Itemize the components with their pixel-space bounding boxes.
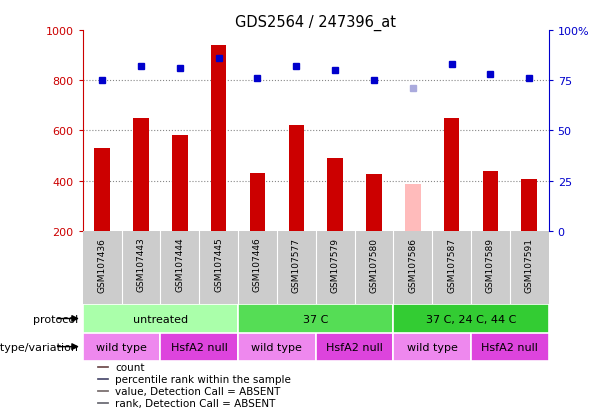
Bar	[405, 185, 421, 231]
Bar	[316, 333, 394, 361]
Text: GSM107444: GSM107444	[175, 237, 185, 292]
Bar	[289, 126, 304, 231]
Text: GSM107579: GSM107579	[330, 237, 340, 292]
Bar	[366, 175, 382, 231]
Text: HsfA2 null: HsfA2 null	[326, 342, 383, 352]
Text: GSM107436: GSM107436	[97, 237, 107, 292]
Bar	[522, 180, 537, 231]
Bar	[161, 333, 238, 361]
Text: count: count	[115, 362, 145, 372]
Text: HsfA2 null: HsfA2 null	[481, 342, 538, 352]
Bar	[444, 119, 459, 231]
Bar	[133, 119, 149, 231]
Text: GSM107580: GSM107580	[370, 237, 378, 292]
Text: GSM107443: GSM107443	[137, 237, 145, 292]
Text: genotype/variation: genotype/variation	[0, 342, 78, 352]
Bar	[83, 333, 161, 361]
Bar	[211, 46, 226, 231]
Text: GSM107587: GSM107587	[447, 237, 456, 292]
Text: untreated: untreated	[133, 314, 188, 324]
Bar	[172, 136, 188, 231]
Text: GSM107446: GSM107446	[253, 237, 262, 292]
Bar	[394, 305, 549, 333]
Bar	[97, 366, 109, 368]
Text: GSM107586: GSM107586	[408, 237, 417, 292]
Bar	[97, 378, 109, 380]
Text: GSM107591: GSM107591	[525, 237, 534, 292]
Text: GSM107589: GSM107589	[486, 237, 495, 292]
Text: wild type: wild type	[407, 342, 457, 352]
Bar	[238, 305, 394, 333]
Bar	[83, 305, 238, 333]
Text: GSM107577: GSM107577	[292, 237, 301, 292]
Bar	[97, 390, 109, 392]
Text: wild type: wild type	[251, 342, 302, 352]
Text: GSM107445: GSM107445	[214, 237, 223, 292]
Text: value, Detection Call = ABSENT: value, Detection Call = ABSENT	[115, 386, 281, 396]
Text: 37 C, 24 C, 44 C: 37 C, 24 C, 44 C	[426, 314, 516, 324]
Bar	[249, 174, 265, 231]
Bar	[394, 333, 471, 361]
Bar	[238, 333, 316, 361]
Text: wild type: wild type	[96, 342, 147, 352]
Text: protocol: protocol	[33, 314, 78, 324]
Bar	[471, 333, 549, 361]
Bar	[482, 171, 498, 231]
Text: percentile rank within the sample: percentile rank within the sample	[115, 374, 291, 384]
Text: HsfA2 null: HsfA2 null	[171, 342, 227, 352]
Bar	[94, 149, 110, 231]
Text: rank, Detection Call = ABSENT: rank, Detection Call = ABSENT	[115, 398, 276, 408]
Title: GDS2564 / 247396_at: GDS2564 / 247396_at	[235, 15, 396, 31]
Bar	[327, 159, 343, 231]
Bar	[97, 402, 109, 404]
Text: 37 C: 37 C	[303, 314, 329, 324]
